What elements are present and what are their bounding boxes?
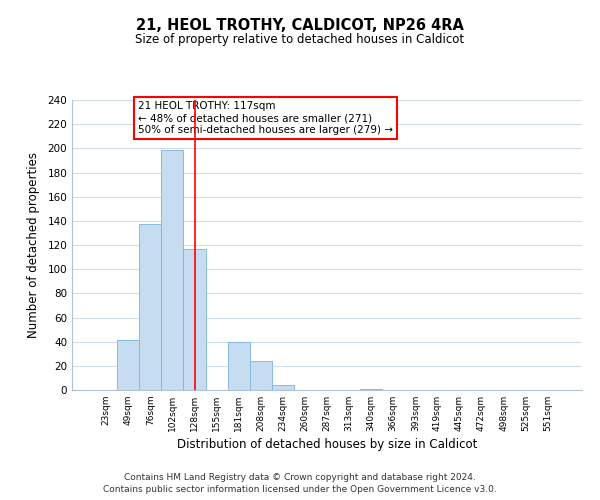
Text: Contains HM Land Registry data © Crown copyright and database right 2024.: Contains HM Land Registry data © Crown c… bbox=[124, 472, 476, 482]
Bar bbox=[360, 389, 382, 390]
Bar bbox=[184, 248, 206, 390]
Bar bbox=[117, 340, 139, 390]
Bar bbox=[272, 385, 294, 390]
Text: Size of property relative to detached houses in Caldicot: Size of property relative to detached ho… bbox=[136, 32, 464, 46]
X-axis label: Distribution of detached houses by size in Caldicot: Distribution of detached houses by size … bbox=[177, 438, 477, 451]
Bar bbox=[250, 361, 272, 390]
Bar bbox=[139, 224, 161, 390]
Text: 21, HEOL TROTHY, CALDICOT, NP26 4RA: 21, HEOL TROTHY, CALDICOT, NP26 4RA bbox=[136, 18, 464, 32]
Bar bbox=[161, 150, 184, 390]
Bar bbox=[227, 342, 250, 390]
Text: 21 HEOL TROTHY: 117sqm
← 48% of detached houses are smaller (271)
50% of semi-de: 21 HEOL TROTHY: 117sqm ← 48% of detached… bbox=[139, 102, 394, 134]
Text: Contains public sector information licensed under the Open Government Licence v3: Contains public sector information licen… bbox=[103, 485, 497, 494]
Y-axis label: Number of detached properties: Number of detached properties bbox=[28, 152, 40, 338]
